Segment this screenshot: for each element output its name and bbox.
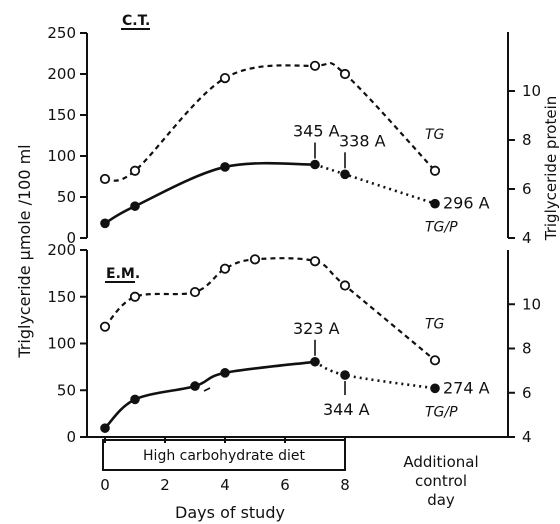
annotation-label: 345 A	[293, 122, 340, 141]
tg-point	[249, 254, 261, 265]
tgp-point	[130, 201, 140, 211]
tg-point	[429, 165, 441, 176]
right-axis-label: Triglyceride protein	[542, 96, 560, 242]
left-tick-label: 0	[66, 229, 76, 247]
right-tick-label: 6	[522, 384, 532, 402]
top-panel: C.T. 0 50 100 150 200 250 4 6 8 10 TG TG/P 345 A33…	[47, 13, 541, 247]
diet-box	[102, 439, 346, 471]
annotation-label: 344 A	[323, 400, 370, 419]
tgp-point	[340, 169, 350, 180]
tg-point	[339, 280, 351, 291]
tgp-point	[220, 368, 230, 378]
left-tick-label: 200	[47, 65, 76, 83]
tg-point	[129, 291, 141, 302]
x-tick-label: 2	[160, 476, 170, 494]
x-tick-label: 4	[220, 476, 230, 494]
tgp-point	[430, 198, 440, 209]
right-tick-label: 8	[522, 131, 532, 149]
bottom-panel: E.M. 0 50 100 150 200 4 6 8 10 TG TG/P 323 A 344 A…	[47, 241, 541, 522]
tgp-point	[310, 159, 320, 170]
series-name-label: TG	[425, 316, 445, 332]
diet-label: High carbohydrate diet	[143, 448, 305, 464]
left-tick-label: 200	[47, 241, 76, 259]
left-tick-label: 0	[66, 428, 76, 446]
x-tick-label: 0	[100, 476, 110, 494]
tg-point	[429, 355, 441, 366]
stray-mark	[203, 387, 211, 392]
right-tick-label: 10	[522, 82, 541, 100]
additional-label-line1: Additional	[403, 453, 478, 471]
series-line-tg	[104, 257, 436, 362]
tg-point	[189, 286, 201, 298]
tgp-point	[100, 218, 110, 229]
left-tick-label: 150	[47, 288, 76, 306]
series-name-label: TG/P	[425, 220, 458, 236]
series-name-label: TG/P	[425, 404, 458, 420]
tg-point	[339, 68, 351, 80]
annotation-label: 338 A	[339, 131, 386, 150]
x-tick-label: 8	[340, 476, 350, 494]
right-tick-label: 4	[522, 229, 532, 247]
tgp-point	[130, 394, 140, 405]
series-line-tgp-dotted	[314, 163, 436, 205]
top-panel-title: C.T.	[122, 13, 150, 29]
tgp-point	[340, 370, 350, 380]
tg-point	[99, 321, 111, 332]
tgp-point	[310, 356, 320, 367]
left-tick-label: 50	[57, 381, 76, 399]
x-tick-label: 6	[280, 476, 290, 494]
left-tick-label: 100	[47, 147, 76, 165]
tg-point	[129, 165, 141, 176]
bottom-panel-title: E.M.	[106, 266, 140, 282]
tgp-point	[430, 383, 440, 394]
right-tick-label: 8	[522, 340, 532, 358]
tg-point	[309, 60, 321, 71]
right-tick-label: 10	[522, 295, 541, 313]
tgp-point	[220, 162, 230, 172]
tgp-point	[100, 423, 110, 433]
tg-point	[219, 73, 231, 84]
tg-point	[219, 263, 231, 274]
left-tick-label: 250	[47, 24, 76, 42]
tgp-point	[190, 381, 200, 391]
series-line-tgp	[104, 161, 316, 225]
left-tick-label: 150	[47, 106, 76, 124]
annotation-label: 323 A	[293, 319, 340, 338]
series-line-tg	[104, 62, 436, 182]
right-tick-label: 4	[522, 428, 532, 446]
x-axis-label: Days of study	[175, 503, 285, 522]
series-line-tgp-dotted	[314, 360, 436, 390]
annotation-label: 296 A	[443, 194, 490, 213]
left-axis-label: Triglyceride µmole /100 ml	[15, 144, 34, 358]
additional-label-line3: day	[427, 491, 455, 509]
left-tick-label: 100	[47, 335, 76, 353]
right-tick-label: 6	[522, 180, 532, 198]
tg-point	[99, 173, 111, 185]
annotation-label: 274 A	[443, 378, 490, 397]
series-name-label: TG	[425, 127, 445, 143]
additional-label-line2: control	[415, 472, 467, 490]
left-tick-label: 50	[57, 188, 76, 206]
tg-point	[309, 256, 321, 267]
